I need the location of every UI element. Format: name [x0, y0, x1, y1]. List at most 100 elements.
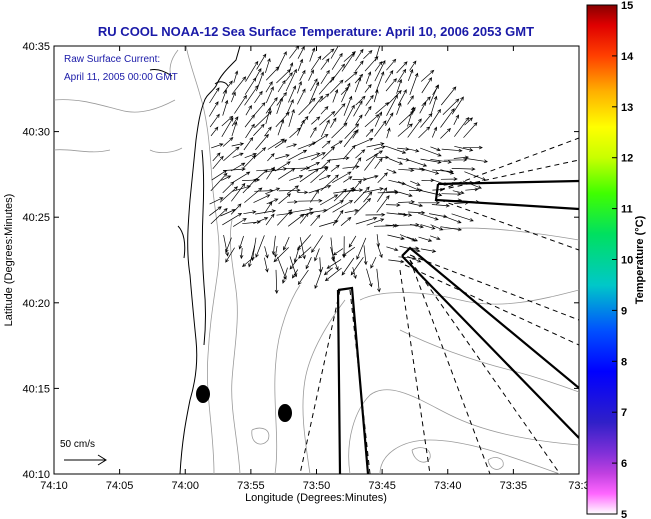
current-vector: [288, 207, 314, 214]
current-vector: [288, 149, 308, 161]
current-vector: [442, 98, 460, 116]
current-vector: [286, 99, 294, 116]
current-vector: [354, 197, 372, 216]
x-tick-label: 73:3: [568, 480, 589, 492]
current-vector: [289, 46, 300, 59]
current-vector: [266, 166, 275, 180]
current-vector: [354, 73, 364, 84]
current-legend-line2: April 11, 2005 00:00 GMT: [64, 72, 178, 83]
x-axis-label: Longitude (Degrees:Minutes): [245, 492, 387, 504]
colorbar-tick-label: 11: [621, 204, 633, 216]
current-vector: [451, 167, 476, 171]
current-vector: [288, 62, 294, 73]
current-vector: [408, 202, 424, 208]
current-vector: [462, 180, 482, 189]
current-vector: [277, 119, 285, 136]
current-vector: [318, 76, 335, 95]
current-vector: [374, 111, 383, 127]
current-vector: [299, 237, 306, 260]
current-vector: [330, 117, 337, 128]
current-vector: [420, 248, 437, 253]
current-vector: [277, 209, 293, 226]
current-vector: [464, 117, 473, 126]
current-vector: [397, 89, 407, 106]
current-vector: [429, 108, 441, 126]
current-vector: [255, 235, 265, 258]
current-vector: [407, 118, 422, 138]
current-vector: [387, 234, 405, 240]
current-vector: [350, 257, 364, 276]
current-vector: [298, 246, 312, 259]
current-vector: [265, 57, 271, 74]
current-vector: [321, 140, 331, 149]
current-vector: [376, 268, 381, 293]
current-vector: [407, 148, 420, 153]
current-vector: [310, 55, 322, 71]
current-vector: [230, 162, 246, 172]
bathymetry-contours: [54, 46, 579, 474]
colorbar-tick-label: 10: [621, 255, 633, 267]
current-vector: [231, 182, 246, 202]
current-vector: [454, 201, 470, 205]
current-vector: [297, 190, 309, 195]
contour-line: [379, 439, 561, 474]
current-vector: [451, 180, 474, 185]
coastline: [54, 46, 241, 474]
current-vector: [311, 152, 326, 161]
current-vector: [353, 186, 370, 204]
current-vector: [230, 203, 242, 215]
contour-line: [359, 289, 579, 305]
beam-line: [299, 289, 341, 474]
current-vector: [232, 152, 244, 158]
current-vector: [385, 112, 394, 126]
current-vector: [440, 86, 457, 106]
y-axis-label: Latitude (Degrees:Minutes): [3, 194, 15, 327]
current-vector: [421, 96, 431, 107]
current-vector: [398, 200, 415, 204]
current-vector: [286, 143, 298, 148]
current-vector: [452, 190, 465, 195]
current-vector: [311, 116, 321, 125]
current-vector: [365, 71, 372, 84]
current-vector: [244, 187, 263, 203]
current-vector: [289, 175, 304, 181]
current-vector: [420, 69, 435, 82]
current-vector: [397, 123, 413, 137]
current-vector: [309, 126, 317, 138]
current-vector: [443, 198, 463, 203]
map-layer: [54, 46, 579, 474]
current-vector: [342, 165, 360, 169]
current-vector: [374, 46, 380, 62]
current-vector: [440, 177, 458, 181]
current-vector: [248, 245, 256, 268]
current-vector: [354, 76, 362, 93]
current-vector: [241, 256, 255, 268]
current-vector: [344, 208, 359, 213]
current-vector: [332, 88, 339, 103]
current-vector: [297, 58, 304, 72]
current-vector: [440, 226, 462, 232]
current-vector: [278, 188, 301, 193]
current-vector: [385, 70, 394, 83]
current-vector: [264, 126, 272, 137]
current-vector: [308, 95, 324, 114]
current-vector: [297, 46, 305, 59]
x-tick-label: 73:50: [303, 480, 331, 492]
current-vector: [253, 169, 268, 183]
current-vector: [374, 61, 383, 72]
current-vector: [464, 171, 487, 181]
current-vector: [310, 189, 320, 203]
current-vector: [398, 168, 415, 173]
current-vector: [332, 209, 344, 226]
current-vector: [430, 159, 452, 164]
current-vector: [300, 161, 321, 172]
current-vector: [239, 247, 244, 260]
current-vector: [374, 59, 386, 82]
contour-line: [348, 389, 579, 474]
current-vector: [255, 133, 269, 151]
current-vector: [341, 257, 355, 276]
current-vector: [222, 167, 246, 172]
y-axis-ticks: 40:35 40:30 40:25 40:20 40:15 40:10: [22, 41, 579, 481]
current-vector: [223, 235, 229, 257]
